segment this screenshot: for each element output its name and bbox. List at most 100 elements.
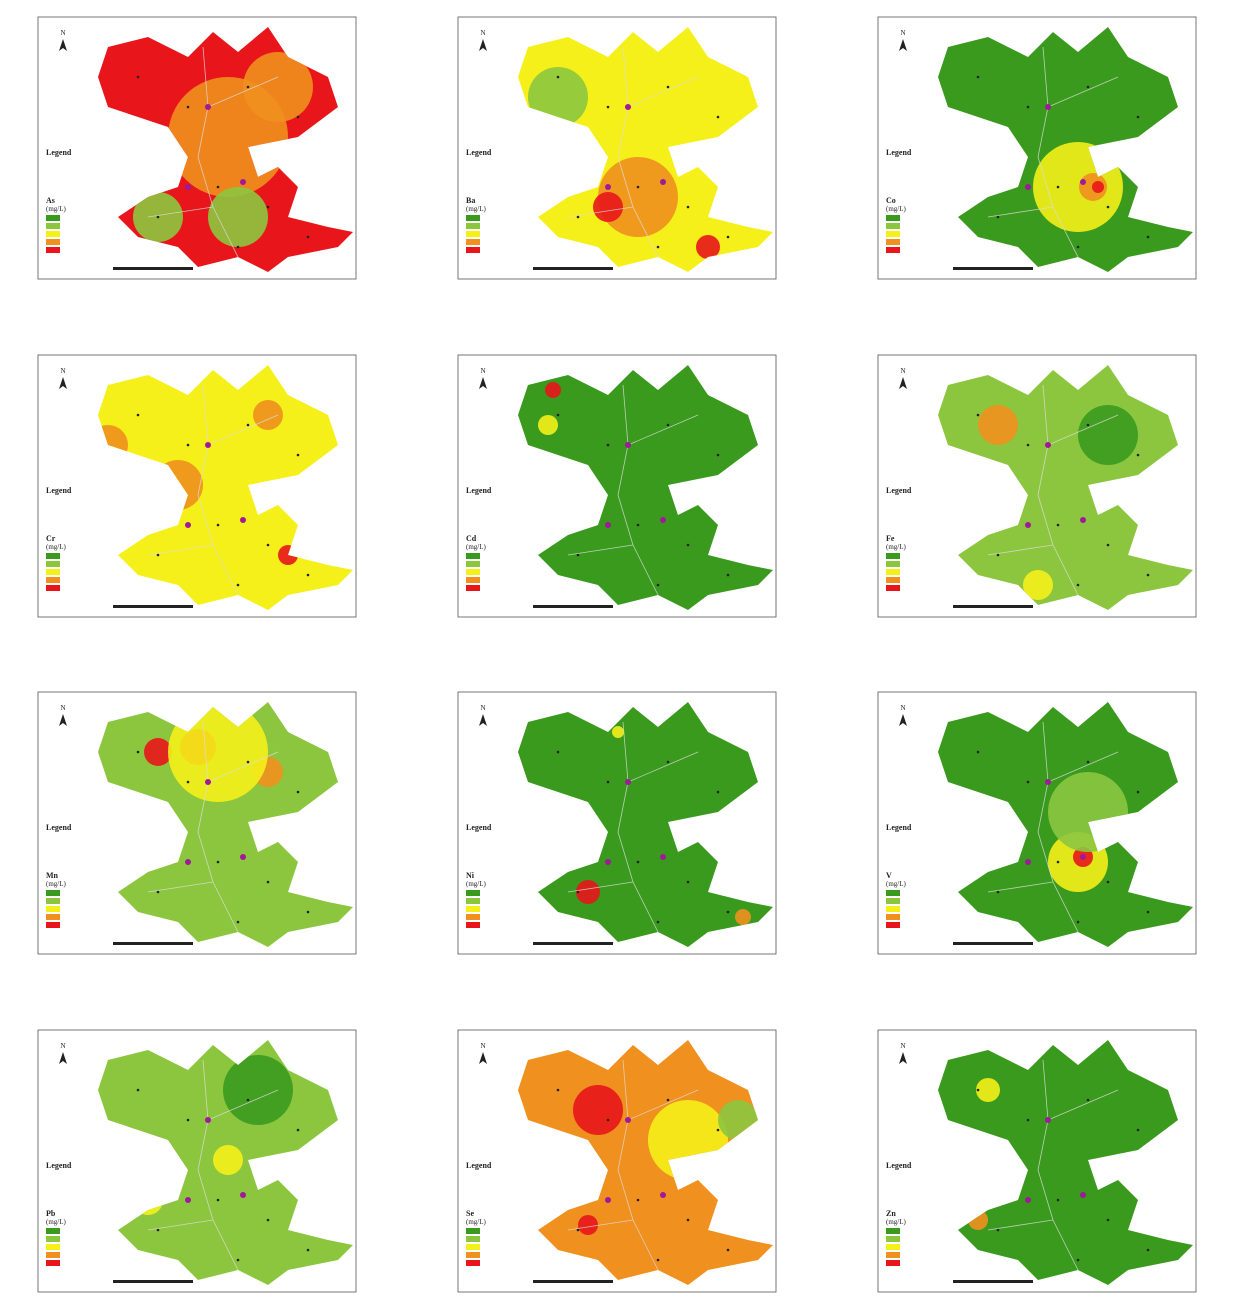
legend-swatch [886,239,900,245]
city-point [1045,779,1051,785]
element-label: Ba [466,196,475,205]
legend-swatch [46,1228,60,1234]
city-point [1080,517,1086,523]
sample-point [1027,106,1030,109]
scale-bar [533,605,613,608]
city-point [660,179,666,185]
sample-point [557,751,560,754]
legend-swatch [886,914,900,920]
legend-swatch [46,890,60,896]
hotspot [1078,405,1138,465]
legend-swatch [466,1228,480,1234]
sample-point [1107,206,1110,209]
hotspot [208,187,268,247]
city-point [185,1197,191,1203]
sample-point [1147,236,1150,239]
sample-point [667,761,670,764]
city-point [1045,1117,1051,1123]
city-point [205,779,211,785]
north-label: N [60,29,65,37]
legend-swatch [886,569,900,575]
element-label: Pb [46,1209,56,1218]
sample-point [557,1089,560,1092]
sample-point [267,544,270,547]
sample-point [137,414,140,417]
north-label: N [60,704,65,712]
legend-swatch [46,914,60,920]
city-point [625,104,631,110]
legend-swatch [886,922,900,928]
north-label: N [900,1042,905,1050]
sample-point [1107,1219,1110,1222]
hotspot [545,382,561,398]
north-label: N [480,704,485,712]
unit-label: (mg/L) [886,1218,906,1226]
sample-point [1137,1129,1140,1132]
map-panel: NLegendFe(mg/L) [878,355,1196,617]
legend-swatch [46,247,60,253]
city-point [205,442,211,448]
city-point [185,184,191,190]
legend-swatch [466,1236,480,1242]
sample-point [727,911,730,914]
sample-point [157,891,160,894]
legend-title: Legend [46,1161,72,1170]
scale-bar [533,1280,613,1283]
hotspot [573,1085,623,1135]
hotspot [976,1078,1000,1102]
city-point [1080,179,1086,185]
sample-point [1077,1259,1080,1262]
city-point [240,854,246,860]
legend-swatch [466,922,480,928]
north-label: N [60,1042,65,1050]
legend-swatch [886,1236,900,1242]
legend-swatch [886,1244,900,1250]
legend-swatch [466,247,480,253]
legend-swatch [886,215,900,221]
sample-point [1057,861,1060,864]
sample-point [727,1249,730,1252]
city-point [605,1197,611,1203]
legend-swatch [466,914,480,920]
legend-title: Legend [46,486,72,495]
unit-label: (mg/L) [46,205,66,213]
sample-point [297,454,300,457]
sample-point [997,216,1000,219]
legend-title: Legend [886,486,912,495]
legend-title: Legend [46,823,72,832]
sample-point [717,116,720,119]
sample-point [1137,454,1140,457]
north-label: N [480,29,485,37]
legend-swatch [886,247,900,253]
sample-point [297,1129,300,1132]
sample-point [217,524,220,527]
city-point [240,517,246,523]
sample-point [247,424,250,427]
scale-bar [113,267,193,270]
scale-bar [113,605,193,608]
element-label: Cr [46,534,56,543]
sample-point [137,1089,140,1092]
sample-point [217,861,220,864]
legend-swatch [46,215,60,221]
sample-point [1087,761,1090,764]
legend-swatch [466,553,480,559]
city-point [1025,522,1031,528]
unit-label: (mg/L) [466,205,486,213]
north-label: N [480,367,485,375]
legend-swatch [46,561,60,567]
element-label: Zn [886,1209,896,1218]
sample-point [997,1229,1000,1232]
element-label: V [886,871,892,880]
element-label: Cd [466,534,477,543]
city-point [205,1117,211,1123]
map-panel: NLegendCd(mg/L) [458,355,776,617]
sample-point [187,781,190,784]
north-label: N [900,704,905,712]
sample-point [157,216,160,219]
unit-label: (mg/L) [466,543,486,551]
legend-swatch [886,890,900,896]
hotspot [735,909,751,925]
sample-point [607,1119,610,1122]
